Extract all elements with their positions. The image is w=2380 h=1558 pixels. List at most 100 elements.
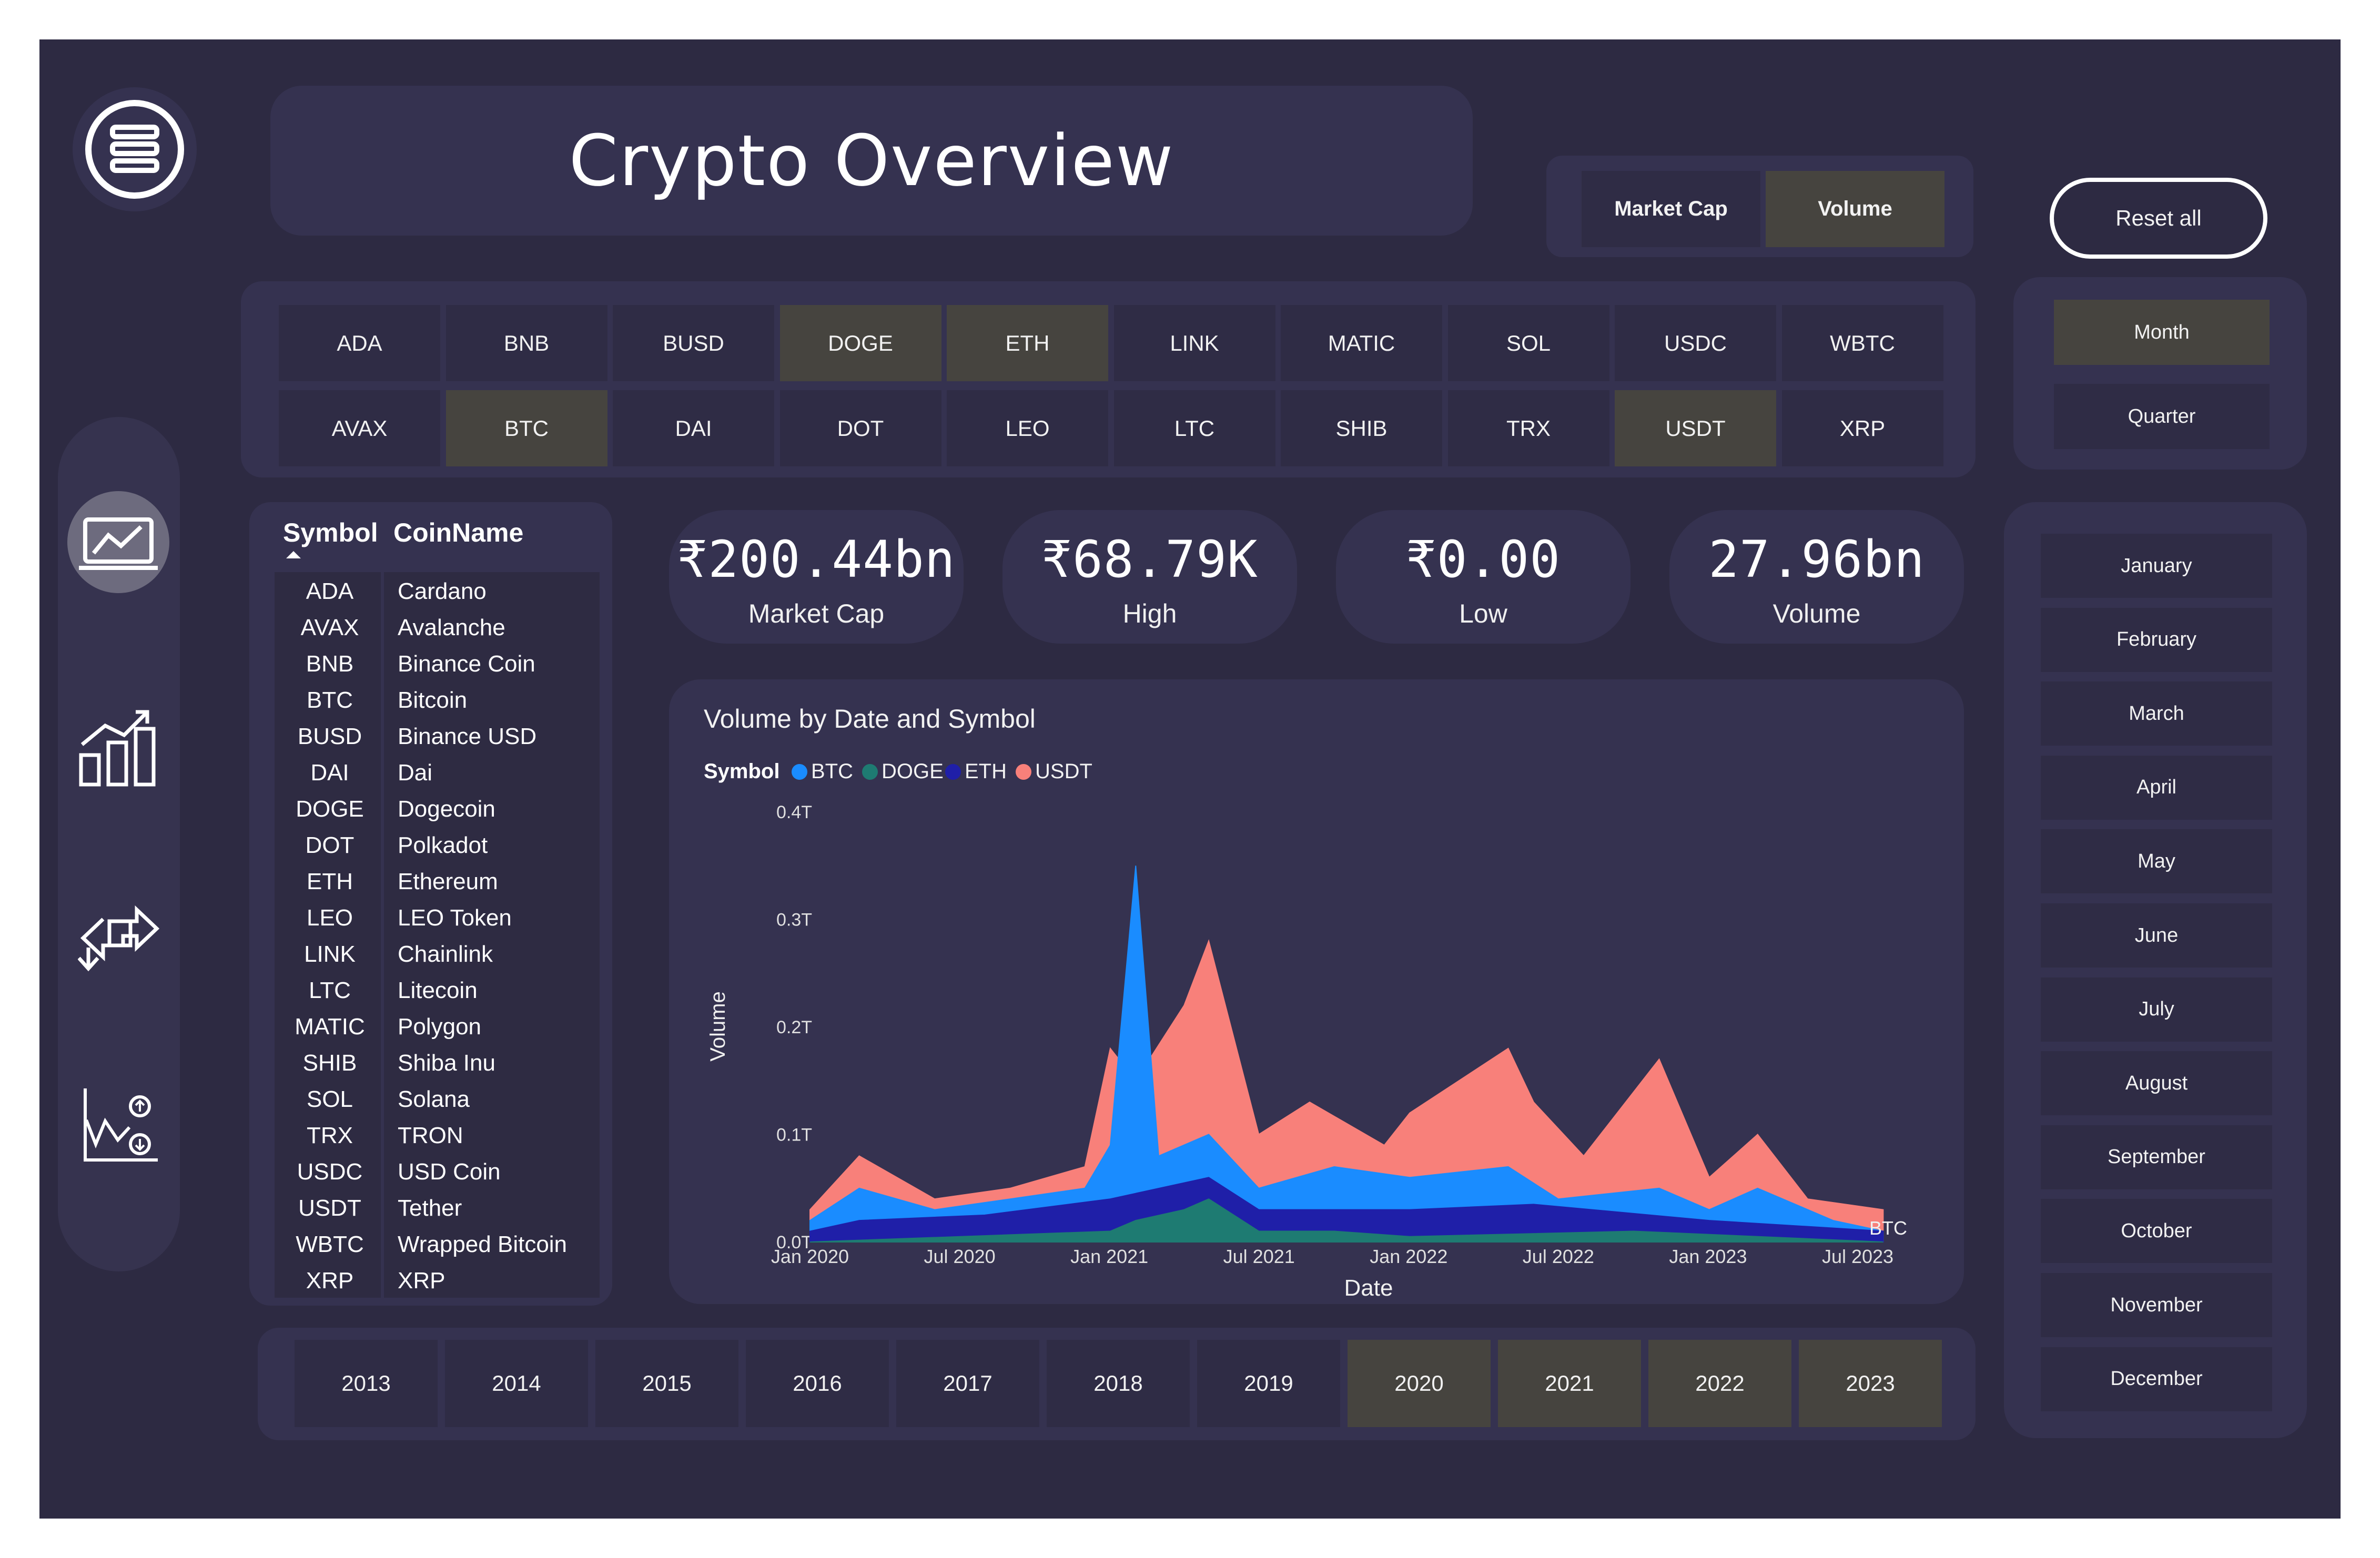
- year-option-2016[interactable]: 2016: [746, 1340, 889, 1427]
- month-option-april[interactable]: April: [2041, 755, 2272, 820]
- coin-name-cell: Polkadot: [398, 832, 488, 858]
- month-option-february[interactable]: February: [2041, 607, 2272, 672]
- table-row[interactable]: ETH Ethereum: [275, 863, 622, 900]
- table-row[interactable]: LTC Litecoin: [275, 972, 622, 1009]
- symbol-cell: SHIB: [302, 1050, 357, 1076]
- table-row[interactable]: LINK Chainlink: [275, 936, 622, 972]
- table-row[interactable]: DAI Dai: [275, 755, 622, 791]
- month-option-september[interactable]: September: [2041, 1125, 2272, 1189]
- symbol-option-eth[interactable]: ETH: [947, 305, 1108, 381]
- coin-name-cell: Bitcoin: [398, 687, 468, 713]
- table-row[interactable]: DOT Polkadot: [275, 827, 622, 863]
- table-row[interactable]: ADA Cardano: [275, 573, 622, 609]
- symbol-option-doge[interactable]: DOGE: [779, 305, 941, 381]
- symbol-option-ada[interactable]: ADA: [279, 305, 440, 381]
- month-option-august[interactable]: August: [2041, 1051, 2272, 1116]
- table-row[interactable]: BNB Binance Coin: [275, 646, 622, 682]
- area-series-btc[interactable]: [809, 865, 1884, 1243]
- symbol-cell: ADA: [306, 578, 354, 604]
- table-row[interactable]: LEO LEO Token: [275, 900, 622, 936]
- symbol-option-trx[interactable]: TRX: [1447, 390, 1609, 466]
- symbol-cell: ETH: [307, 868, 353, 894]
- symbol-cell: LEO: [306, 904, 353, 931]
- coinname-column-header[interactable]: CoinName: [393, 518, 524, 547]
- symbol-option-usdc[interactable]: USDC: [1615, 305, 1776, 381]
- year-option-2017[interactable]: 2017: [896, 1340, 1039, 1427]
- symbol-option-busd[interactable]: BUSD: [613, 305, 774, 381]
- symbol-cell: BTC: [307, 687, 353, 713]
- symbol-cell: AVAX: [300, 614, 359, 640]
- area-series-doge[interactable]: [809, 1198, 1883, 1243]
- table-row[interactable]: WBTC Wrapped Bitcoin: [275, 1226, 622, 1262]
- year-option-2019[interactable]: 2019: [1197, 1340, 1340, 1427]
- table-row[interactable]: USDC USD Coin: [275, 1154, 622, 1190]
- symbol-column-header[interactable]: Symbol: [283, 518, 378, 547]
- month-option[interactable]: Month: [2054, 300, 2270, 365]
- symbol-option-xrp[interactable]: XRP: [1781, 390, 1943, 466]
- symbol-option-usdt[interactable]: USDT: [1615, 390, 1776, 466]
- volume-toggle[interactable]: Volume: [1766, 171, 1944, 247]
- table-row[interactable]: XRP XRP: [275, 1262, 622, 1299]
- year-option-2015[interactable]: 2015: [595, 1340, 738, 1427]
- symbol-option-bnb[interactable]: BNB: [445, 305, 607, 381]
- bar-chart-icon: [79, 710, 156, 787]
- table-row[interactable]: SOL Solana: [275, 1081, 622, 1117]
- symbol-option-btc[interactable]: BTC: [445, 390, 607, 466]
- table-row[interactable]: USDT Tether: [275, 1190, 622, 1226]
- year-option-2018[interactable]: 2018: [1047, 1340, 1190, 1427]
- symbol-option-ltc[interactable]: LTC: [1113, 390, 1275, 466]
- chart-legend[interactable]: BTC DOGE ETH USDT: [792, 760, 1092, 783]
- symbol-cell: WBTC: [296, 1231, 364, 1257]
- month-option-november[interactable]: November: [2041, 1273, 2272, 1337]
- table-row[interactable]: MATIC Polygon: [275, 1009, 622, 1045]
- table-row[interactable]: BUSD Binance USD: [275, 718, 622, 755]
- month-option-june[interactable]: June: [2041, 903, 2272, 968]
- legend-marker: [945, 764, 961, 780]
- table-row[interactable]: SHIB Shiba Inu: [275, 1045, 622, 1081]
- symbol-option-link[interactable]: LINK: [1113, 305, 1275, 381]
- symbol-option-dot[interactable]: DOT: [779, 390, 941, 466]
- symbol-option-avax[interactable]: AVAX: [279, 390, 440, 466]
- month-option-july[interactable]: July: [2041, 977, 2272, 1042]
- market-cap-toggle[interactable]: Market Cap: [1582, 171, 1760, 247]
- month-option-october[interactable]: October: [2041, 1199, 2272, 1264]
- menu-button[interactable]: [73, 87, 197, 211]
- year-option-2014[interactable]: 2014: [445, 1340, 588, 1427]
- year-option-2021[interactable]: 2021: [1498, 1340, 1641, 1427]
- legend-item-doge[interactable]: DOGE: [882, 760, 944, 783]
- area-series-eth[interactable]: [809, 1177, 1884, 1243]
- table-row[interactable]: BTC Bitcoin: [275, 682, 622, 718]
- nav-trend-button[interactable]: [79, 1083, 163, 1167]
- quarter-option[interactable]: Quarter: [2054, 384, 2270, 449]
- table-row[interactable]: TRX TRON: [275, 1117, 622, 1154]
- x-tick-label: Jan 2023: [1669, 1246, 1747, 1267]
- year-option-2013[interactable]: 2013: [295, 1340, 438, 1427]
- legend-marker: [1016, 764, 1031, 780]
- legend-item-usdt[interactable]: USDT: [1035, 760, 1092, 783]
- reset-all-button[interactable]: Reset all: [2050, 178, 2267, 259]
- symbol-option-shib[interactable]: SHIB: [1281, 390, 1442, 466]
- legend-item-btc[interactable]: BTC: [811, 760, 853, 783]
- coin-name-cell: TRON: [398, 1122, 463, 1148]
- year-option-2023[interactable]: 2023: [1799, 1340, 1942, 1427]
- month-option-may[interactable]: May: [2041, 829, 2272, 894]
- symbol-option-wbtc[interactable]: WBTC: [1781, 305, 1943, 381]
- symbol-option-leo[interactable]: LEO: [947, 390, 1108, 466]
- table-row[interactable]: AVAX Avalanche: [275, 609, 622, 646]
- area-series-usdt[interactable]: [809, 939, 1884, 1243]
- symbol-option-dai[interactable]: DAI: [613, 390, 774, 466]
- nav-overview-button[interactable]: [67, 491, 169, 593]
- month-option-january[interactable]: January: [2041, 534, 2272, 598]
- nav-exchange-button[interactable]: [77, 889, 162, 978]
- month-option-march[interactable]: March: [2041, 681, 2272, 746]
- kpi-label: High: [1122, 599, 1177, 628]
- plot-area[interactable]: [809, 865, 1884, 1243]
- year-option-2022[interactable]: 2022: [1648, 1340, 1791, 1427]
- month-option-december[interactable]: December: [2041, 1347, 2272, 1411]
- symbol-option-sol[interactable]: SOL: [1447, 305, 1609, 381]
- nav-analysis-button[interactable]: [74, 705, 163, 789]
- table-row[interactable]: DOGE Dogecoin: [275, 791, 622, 827]
- year-option-2020[interactable]: 2020: [1348, 1340, 1491, 1427]
- symbol-option-matic[interactable]: MATIC: [1281, 305, 1442, 381]
- legend-item-eth[interactable]: ETH: [965, 760, 1007, 783]
